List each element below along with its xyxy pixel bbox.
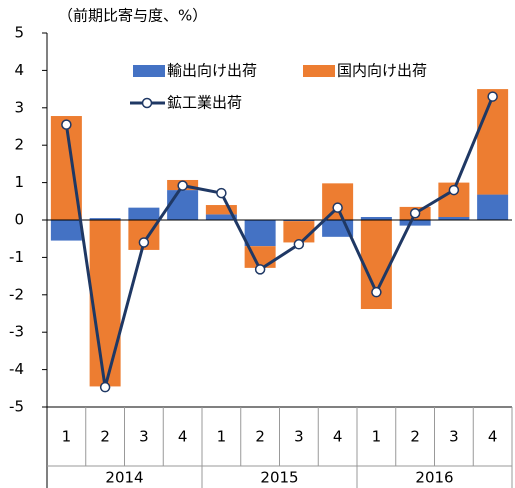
line-marker — [409, 208, 421, 219]
group-label: 2016 — [415, 469, 453, 487]
bar — [438, 217, 470, 220]
y-tick-label: -4 — [9, 360, 24, 378]
bar — [283, 220, 315, 222]
line-marker — [487, 91, 498, 102]
x-tick-label: 3 — [139, 428, 149, 446]
y-tick-label: -1 — [9, 248, 24, 266]
y-tick-label: 2 — [14, 136, 24, 154]
bar — [50, 220, 82, 241]
bar — [477, 194, 509, 220]
bar — [89, 218, 121, 220]
line-marker — [371, 286, 382, 298]
x-tick-label: 2 — [100, 428, 110, 446]
y-tick-label: 1 — [14, 173, 24, 191]
line-marker — [177, 180, 188, 191]
legend-swatch — [303, 65, 335, 77]
bar — [205, 205, 237, 215]
group-label: 2014 — [105, 469, 143, 487]
y-tick-label: 5 — [14, 24, 24, 42]
x-tick-label: 1 — [217, 428, 227, 446]
legend-marker — [141, 97, 153, 109]
bar — [205, 214, 237, 220]
x-tick-label: 3 — [294, 428, 304, 446]
x-tick-label: 4 — [488, 428, 498, 446]
y-tick-label: 3 — [14, 98, 24, 116]
legend-label: 輸出向け出荷 — [167, 62, 257, 80]
bar — [89, 220, 121, 387]
line-marker — [138, 237, 150, 248]
line-marker — [61, 119, 72, 130]
line-marker — [293, 239, 305, 250]
x-tick-label: 3 — [449, 428, 459, 446]
x-tick-label: 2 — [255, 428, 265, 446]
y-axis-label: （前期比寄与度、%） — [58, 7, 207, 25]
bar — [128, 207, 160, 220]
legend-label: 国内向け出荷 — [337, 62, 427, 80]
y-tick-label: 0 — [14, 211, 24, 229]
x-tick-label: 1 — [62, 428, 72, 446]
x-tick-label: 1 — [372, 428, 382, 446]
x-tick-label: 2 — [410, 428, 420, 446]
group-label: 2015 — [260, 469, 298, 487]
line-marker — [448, 184, 460, 196]
legend-label: 鉱工業出荷 — [167, 94, 242, 112]
line-marker — [216, 187, 227, 199]
x-tick-label: 4 — [178, 428, 188, 446]
bar — [360, 217, 392, 220]
bar — [167, 190, 199, 220]
y-tick-label: 4 — [14, 61, 24, 79]
bar — [322, 183, 354, 220]
line-marker — [254, 264, 266, 275]
y-tick-label: -5 — [9, 398, 24, 416]
legend-swatch — [133, 65, 165, 77]
line-marker — [332, 202, 343, 213]
bar — [244, 220, 276, 247]
bar — [477, 89, 509, 195]
y-tick-label: -2 — [9, 285, 24, 303]
line — [64, 96, 495, 388]
y-tick-label: -3 — [9, 323, 24, 341]
line-marker — [99, 381, 111, 393]
bar — [399, 220, 431, 226]
x-tick-label: 4 — [333, 428, 343, 446]
